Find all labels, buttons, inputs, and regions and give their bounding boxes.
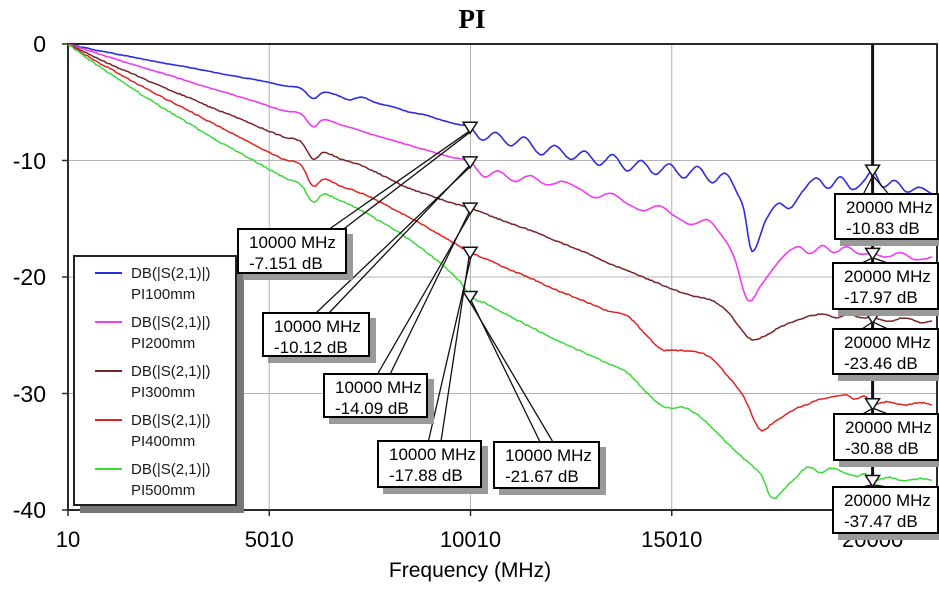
annotation-value: -37.47 dB: [844, 512, 918, 531]
marker-triangle: [864, 398, 881, 412]
callout-leader-line: [329, 130, 470, 230]
legend-series-expression: DB(|S(2,1)|): [131, 363, 211, 380]
annotation-value: -10.12 dB: [274, 338, 348, 357]
legend-series-name: PI100mm: [131, 286, 196, 303]
legend-item-PI400mm: DB(|S(2,1)|) PI400mm: [95, 410, 210, 452]
callout-leader-line: [871, 320, 888, 330]
marker-triangle: [864, 311, 881, 325]
annotation-callout: 10000 MHz -10.12 dB: [262, 312, 370, 357]
callout-leader-line: [427, 256, 472, 442]
legend-item-PI300mm: DB(|S(2,1)|) PI300mm: [95, 361, 210, 403]
annotation-frequency: 20000 MHz: [844, 333, 931, 352]
callout-leader-line: [871, 407, 889, 415]
legend-line-swatch: [95, 419, 122, 421]
annotation-frequency: 10000 MHz: [274, 317, 361, 336]
annotation-value: -10.83 dB: [846, 219, 920, 238]
series-curve-PI100mm: [68, 44, 933, 253]
annotation-value: -7.151 dB: [249, 254, 323, 273]
annotation-frequency: 10000 MHz: [335, 378, 422, 397]
annotation-frequency: 20000 MHz: [845, 418, 932, 437]
annotation-frequency: 10000 MHz: [505, 446, 592, 465]
legend-line-swatch: [95, 468, 122, 470]
callout-leader-line: [343, 130, 472, 230]
annotation-value: -14.09 dB: [335, 399, 409, 418]
legend-series-name: PI200mm: [131, 335, 196, 352]
annotation-frequency: 10000 MHz: [249, 233, 336, 252]
y-tick-label: -10: [12, 147, 46, 174]
legend-item-PI100mm: DB(|S(2,1)|) PI100mm: [95, 263, 210, 305]
x-tick-label: 15010: [641, 527, 703, 552]
annotation-callout: 10000 MHz -21.67 dB: [493, 441, 600, 489]
annotation-value: -17.97 dB: [844, 288, 918, 307]
marker-triangle: [864, 164, 881, 178]
marker-triangle: [864, 474, 881, 488]
legend-series-expression: DB(|S(2,1)|): [131, 265, 211, 282]
annotation-callout: 20000 MHz -17.97 dB: [832, 262, 939, 310]
x-tick-label: 10: [55, 527, 81, 552]
legend-series-name: PI400mm: [131, 433, 196, 450]
x-tick-label: 5010: [244, 527, 294, 552]
legend-series-expression: DB(|S(2,1)|): [131, 314, 211, 331]
annotation-frequency: 20000 MHz: [846, 198, 933, 217]
series-curve-PI300mm: [68, 44, 933, 341]
legend-item-PI500mm: DB(|S(2,1)|) PI500mm: [95, 459, 210, 501]
annotation-callout: 10000 MHz -14.09 dB: [323, 373, 428, 418]
marker-triangle: [864, 247, 881, 261]
marker-triangle: [461, 156, 479, 170]
annotation-value: -17.88 dB: [389, 466, 463, 485]
legend-series-name: PI300mm: [131, 384, 196, 401]
series-curve-PI500mm: [67, 44, 933, 499]
x-axis-label: Frequency (MHz): [388, 559, 552, 582]
chart-title: PI: [458, 4, 486, 34]
annotation-callout: 10000 MHz -17.88 dB: [377, 440, 482, 488]
marker-triangle: [461, 246, 479, 260]
annotation-frequency: 20000 MHz: [844, 267, 931, 286]
y-tick-label: -20: [12, 264, 46, 290]
annotation-callout: 20000 MHz -23.46 dB: [832, 328, 939, 375]
marker-triangle: [461, 202, 479, 216]
callout-leader-line: [377, 211, 472, 375]
callout-leader-line: [862, 173, 875, 195]
series-curve-PI400mm: [68, 44, 933, 432]
legend-series-expression: DB(|S(2,1)|): [131, 461, 211, 478]
legend-item-PI200mm: DB(|S(2,1)|) PI200mm: [95, 312, 210, 354]
annotation-value: -21.67 dB: [505, 467, 579, 486]
legend-line-swatch: [95, 370, 122, 372]
y-tick-label: -40: [12, 497, 46, 523]
legend: DB(|S(2,1)|) PI100mm DB(|S(2,1)|) PI200mm DB…: [73, 255, 237, 506]
annotation-callout: 20000 MHz -30.88 dB: [833, 413, 939, 461]
annotation-callout: 10000 MHz -7.151 dB: [237, 228, 347, 274]
annotation-callout: 20000 MHz -37.47 dB: [832, 486, 939, 534]
x-tick-label: 10010: [439, 527, 502, 552]
legend-series-expression: DB(|S(2,1)|): [131, 412, 211, 429]
callout-leader-line: [871, 173, 890, 195]
annotation-frequency: 20000 MHz: [844, 491, 931, 510]
annotation-value: -23.46 dB: [844, 354, 918, 373]
annotation-value: -30.88 dB: [845, 439, 919, 458]
callout-leader-line: [315, 165, 472, 314]
callout-leader-line: [470, 300, 541, 443]
marker-triangle: [461, 290, 479, 304]
legend-line-swatch: [95, 321, 122, 323]
legend-line-swatch: [95, 272, 122, 274]
legend-series-name: PI500mm: [131, 482, 196, 499]
y-tick-label: -30: [12, 380, 46, 407]
series-curve-PI200mm: [68, 44, 933, 302]
marker-triangle: [461, 121, 479, 135]
annotation-frequency: 10000 MHz: [389, 445, 476, 464]
y-tick-label: 0: [33, 31, 46, 57]
annotation-callout: 20000 MHz -10.83 dB: [834, 193, 939, 240]
